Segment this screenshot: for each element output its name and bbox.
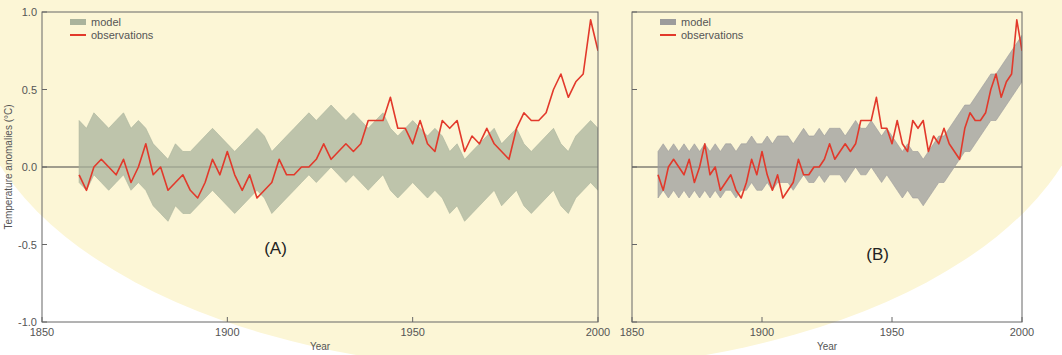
panel-title: (A) <box>264 239 287 258</box>
y-tick <box>42 12 47 13</box>
x-tick-label: 1950 <box>400 326 424 338</box>
plot-area <box>79 20 598 222</box>
x-tick <box>598 317 599 322</box>
y-tick <box>42 244 47 245</box>
observations-line <box>658 20 1022 198</box>
y-tick-label: -0.5 <box>18 239 37 251</box>
y-tick <box>42 89 47 90</box>
x-tick-label: 2000 <box>586 326 610 338</box>
legend: modelobservations <box>70 16 154 41</box>
x-tick <box>412 317 413 322</box>
legend-label: observations <box>681 29 744 41</box>
y-tick <box>42 322 47 323</box>
x-axis-label: Year <box>310 341 331 352</box>
legend-swatch <box>70 34 86 36</box>
y-tick-label: -1.0 <box>18 316 37 328</box>
x-tick-label: 2000 <box>1010 326 1034 338</box>
x-tick-label: 1900 <box>215 326 239 338</box>
legend-swatch <box>70 19 86 25</box>
panel: 1850 1900 1950 2000 Year (B) modelobservations <box>620 12 1034 352</box>
legend: modelobservations <box>660 16 744 41</box>
plot-frame <box>42 12 598 322</box>
y-tick <box>632 12 637 13</box>
x-tick-label: 1900 <box>750 326 774 338</box>
y-tick <box>632 167 637 168</box>
chart-canvas: 1850 1900 1950 2000 -1.0 -0.5 0.0 0.5 1.0 Year Tem… <box>0 0 1062 355</box>
x-tick-label: 1850 <box>620 326 644 338</box>
y-tick-label: 0.0 <box>22 161 37 173</box>
legend-swatch <box>660 34 676 36</box>
panel: 1850190019502000-1.0-0.50.00.51.0YearTem… <box>3 6 610 352</box>
y-tick <box>42 167 47 168</box>
panel-title: (B) <box>866 245 889 264</box>
x-tick-label: 1950 <box>880 326 904 338</box>
x-tick <box>1022 317 1023 322</box>
y-axis-label: Temperature anomalies (°C) <box>3 104 14 229</box>
y-tick <box>632 322 637 323</box>
background-wash <box>0 0 1062 355</box>
y-tick-label: 1.0 <box>22 6 37 18</box>
x-tick <box>762 317 763 322</box>
y-tick-label: 0.5 <box>22 84 37 96</box>
legend-label: model <box>91 16 121 28</box>
legend-label: observations <box>91 29 154 41</box>
x-tick <box>632 317 633 322</box>
y-tick <box>632 89 637 90</box>
x-axis-label: Year <box>817 341 838 352</box>
x-tick <box>892 317 893 322</box>
plot-frame <box>632 12 1022 322</box>
x-tick <box>42 317 43 322</box>
legend-swatch <box>660 19 676 25</box>
x-tick <box>227 317 228 322</box>
y-tick <box>632 244 637 245</box>
observations-line <box>79 20 598 198</box>
legend-label: model <box>681 16 711 28</box>
plot-area <box>658 20 1022 206</box>
